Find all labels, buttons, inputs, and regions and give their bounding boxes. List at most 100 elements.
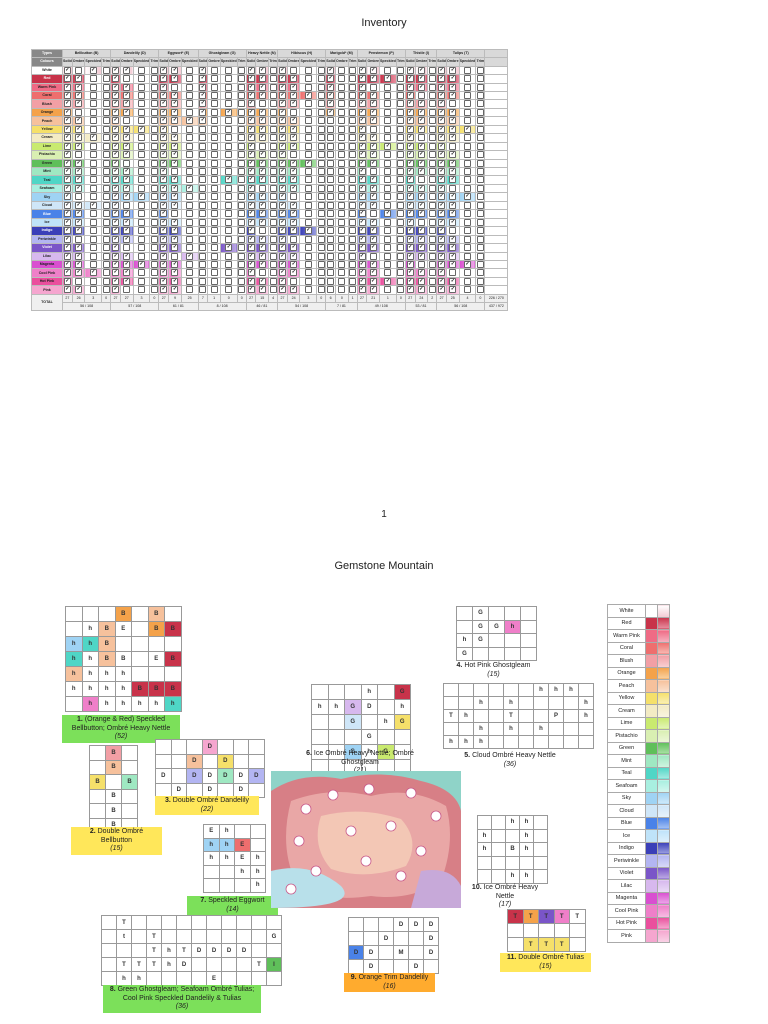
checkbox[interactable] (449, 244, 457, 252)
inventory-cell[interactable] (286, 99, 301, 109)
inventory-cell[interactable] (110, 276, 121, 287)
checkbox[interactable] (327, 100, 335, 108)
checkbox[interactable] (150, 270, 158, 277)
inventory-cell[interactable] (475, 107, 486, 118)
checkbox[interactable] (304, 177, 312, 184)
inventory-cell[interactable] (347, 217, 358, 228)
inventory-cell[interactable] (180, 82, 199, 92)
inventory-cell[interactable] (316, 209, 327, 219)
inventory-cell[interactable] (62, 234, 73, 245)
inventory-cell[interactable] (347, 74, 358, 84)
inventory-cell[interactable] (277, 243, 288, 253)
inventory-cell[interactable] (207, 234, 221, 245)
inventory-cell[interactable] (110, 268, 121, 278)
checkbox[interactable] (290, 227, 298, 235)
inventory-cell[interactable] (149, 133, 160, 143)
inventory-cell[interactable] (255, 74, 270, 84)
checkbox[interactable] (258, 109, 266, 116)
inventory-cell[interactable] (475, 82, 486, 92)
inventory-cell[interactable] (436, 107, 447, 118)
inventory-cell[interactable] (366, 82, 381, 92)
inventory-cell[interactable] (356, 167, 368, 177)
checkbox[interactable] (160, 84, 168, 91)
inventory-cell[interactable] (158, 285, 170, 295)
inventory-cell[interactable] (158, 158, 170, 169)
checkbox[interactable] (258, 193, 266, 201)
checkbox[interactable] (317, 219, 325, 226)
inventory-cell[interactable] (436, 150, 447, 160)
inventory-cell[interactable] (347, 107, 358, 118)
checkbox[interactable] (417, 126, 425, 133)
inventory-cell[interactable] (132, 74, 151, 84)
checkbox[interactable] (428, 75, 436, 82)
checkbox[interactable] (269, 109, 277, 116)
inventory-cell[interactable] (436, 141, 447, 152)
inventory-cell[interactable] (347, 167, 358, 177)
checkbox[interactable] (102, 261, 110, 268)
inventory-cell[interactable] (458, 99, 477, 109)
inventory-cell[interactable] (71, 116, 86, 126)
checkbox[interactable] (171, 126, 179, 133)
inventory-cell[interactable] (219, 133, 238, 143)
checkbox[interactable] (123, 202, 131, 209)
checkbox[interactable] (397, 244, 405, 252)
inventory-cell[interactable] (325, 251, 337, 262)
checkbox[interactable] (63, 177, 71, 184)
checkbox[interactable] (258, 286, 266, 294)
inventory-cell[interactable] (207, 175, 221, 185)
checkbox[interactable] (438, 160, 446, 167)
checkbox[interactable] (449, 185, 457, 192)
checkbox[interactable] (102, 278, 110, 285)
checkbox[interactable] (238, 117, 246, 125)
inventory-cell[interactable] (299, 99, 318, 109)
checkbox[interactable] (269, 75, 277, 82)
checkbox[interactable] (150, 84, 158, 91)
inventory-cell[interactable] (84, 167, 103, 177)
checkbox[interactable] (258, 278, 266, 285)
inventory-cell[interactable] (71, 141, 86, 152)
checkbox[interactable] (476, 202, 484, 209)
inventory-cell[interactable] (379, 276, 397, 287)
checkbox[interactable] (238, 84, 246, 91)
inventory-cell[interactable] (180, 268, 199, 278)
checkbox[interactable] (225, 92, 233, 99)
inventory-cell[interactable] (101, 150, 112, 160)
inventory-cell[interactable] (110, 107, 121, 118)
inventory-cell[interactable] (84, 141, 103, 152)
checkbox[interactable] (349, 210, 357, 218)
checkbox[interactable] (225, 278, 233, 285)
inventory-cell[interactable] (132, 167, 151, 177)
inventory-cell[interactable] (475, 200, 486, 211)
inventory-cell[interactable] (132, 82, 151, 92)
inventory-cell[interactable] (236, 158, 247, 169)
inventory-cell[interactable] (255, 276, 270, 287)
inventory-cell[interactable] (119, 175, 134, 185)
inventory-cell[interactable] (325, 158, 337, 169)
checkbox[interactable] (278, 100, 286, 108)
checkbox[interactable] (247, 177, 255, 184)
checkbox[interactable] (397, 236, 405, 243)
checkbox[interactable] (397, 100, 405, 108)
checkbox[interactable] (338, 202, 346, 209)
checkbox[interactable] (171, 219, 179, 226)
inventory-cell[interactable] (119, 285, 134, 295)
checkbox[interactable] (112, 92, 120, 99)
inventory-cell[interactable] (356, 276, 368, 287)
checkbox[interactable] (238, 202, 246, 209)
inventory-cell[interactable] (62, 65, 73, 76)
inventory-cell[interactable] (325, 74, 337, 84)
checkbox[interactable] (150, 219, 158, 226)
checkbox[interactable] (278, 253, 286, 260)
checkbox[interactable] (210, 185, 218, 192)
checkbox[interactable] (338, 193, 346, 201)
checkbox[interactable] (247, 143, 255, 150)
checkbox[interactable] (406, 109, 414, 116)
inventory-cell[interactable] (414, 217, 429, 228)
checkbox[interactable] (358, 185, 366, 192)
checkbox[interactable] (338, 109, 346, 116)
inventory-cell[interactable] (255, 82, 270, 92)
inventory-cell[interactable] (277, 200, 288, 211)
inventory-cell[interactable] (475, 285, 486, 295)
inventory-cell[interactable] (446, 243, 460, 253)
checkbox[interactable] (199, 126, 207, 133)
